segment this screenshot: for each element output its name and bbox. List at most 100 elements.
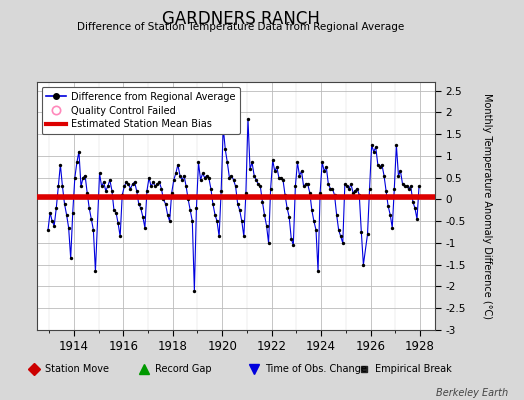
Point	[110, 207, 118, 214]
Point	[52, 205, 60, 211]
Point	[252, 177, 260, 183]
Point	[365, 185, 374, 192]
Point	[75, 148, 83, 155]
Point	[324, 181, 333, 188]
Point	[69, 209, 77, 216]
Point	[343, 183, 351, 190]
Point	[223, 159, 232, 166]
Point	[64, 224, 73, 231]
Point	[239, 233, 248, 240]
Point	[353, 185, 362, 192]
Point	[201, 174, 209, 181]
Point	[322, 164, 331, 170]
Point	[56, 162, 64, 168]
Point	[62, 212, 71, 218]
Point	[221, 146, 230, 153]
Point	[285, 214, 293, 220]
Point	[60, 201, 69, 207]
Text: GARDNERS RANCH: GARDNERS RANCH	[162, 10, 320, 28]
Point	[145, 174, 153, 181]
Point	[287, 236, 296, 242]
Point	[149, 179, 157, 185]
Text: Berkeley Earth: Berkeley Earth	[436, 388, 508, 398]
Point	[116, 233, 124, 240]
Point	[380, 172, 388, 179]
Point	[345, 185, 353, 192]
Point	[411, 205, 419, 211]
Point	[234, 201, 242, 207]
Point	[392, 142, 400, 148]
Point	[133, 188, 141, 194]
Point	[44, 227, 52, 233]
Point	[225, 174, 234, 181]
Point	[409, 198, 417, 205]
Point	[363, 231, 372, 238]
Point	[263, 222, 271, 229]
Point	[178, 177, 186, 183]
Point	[120, 183, 128, 190]
Point	[54, 183, 62, 190]
Point	[334, 227, 343, 233]
Point	[196, 177, 205, 183]
Point	[157, 185, 166, 192]
Point	[199, 170, 207, 176]
Point	[314, 268, 322, 274]
Point	[326, 185, 335, 192]
Point	[227, 172, 236, 179]
Point	[402, 183, 411, 190]
Point	[124, 181, 133, 188]
Point	[232, 183, 240, 190]
Point	[139, 214, 147, 220]
Point	[283, 205, 291, 211]
Point	[118, 192, 126, 198]
Point	[320, 168, 329, 174]
Point	[168, 190, 176, 196]
Point	[194, 159, 203, 166]
Point	[192, 205, 201, 211]
Point	[248, 159, 256, 166]
Point	[204, 174, 213, 181]
Point	[50, 222, 58, 229]
Point	[297, 168, 305, 174]
Point	[318, 159, 326, 166]
Point	[250, 172, 258, 179]
Point	[95, 170, 104, 176]
Point	[396, 168, 405, 174]
Text: Empirical Break: Empirical Break	[375, 364, 452, 374]
Point	[347, 181, 355, 188]
Point	[374, 162, 382, 168]
Point	[106, 177, 114, 183]
Point	[299, 183, 308, 190]
Point	[398, 181, 407, 188]
Point	[405, 185, 413, 192]
Point	[265, 240, 273, 246]
Point	[89, 227, 97, 233]
Point	[237, 218, 246, 224]
Point	[357, 229, 366, 235]
Point	[102, 188, 110, 194]
Point	[155, 179, 163, 185]
Point	[104, 183, 112, 190]
Point	[176, 172, 184, 179]
Point	[254, 181, 263, 188]
Point	[378, 162, 386, 168]
Point	[67, 255, 75, 262]
Point	[128, 181, 137, 188]
Point	[305, 190, 314, 196]
Point	[303, 181, 312, 188]
Point	[219, 124, 227, 131]
Point	[141, 224, 149, 231]
Point	[258, 198, 267, 205]
Point	[190, 288, 199, 294]
Point	[413, 216, 421, 222]
Point	[151, 183, 159, 190]
Point	[81, 172, 89, 179]
Point	[386, 212, 395, 218]
Point	[390, 185, 398, 192]
Point	[161, 201, 170, 207]
Point	[277, 174, 285, 181]
Point	[376, 164, 384, 170]
Point	[170, 177, 178, 183]
Point	[97, 183, 106, 190]
Point	[180, 172, 188, 179]
